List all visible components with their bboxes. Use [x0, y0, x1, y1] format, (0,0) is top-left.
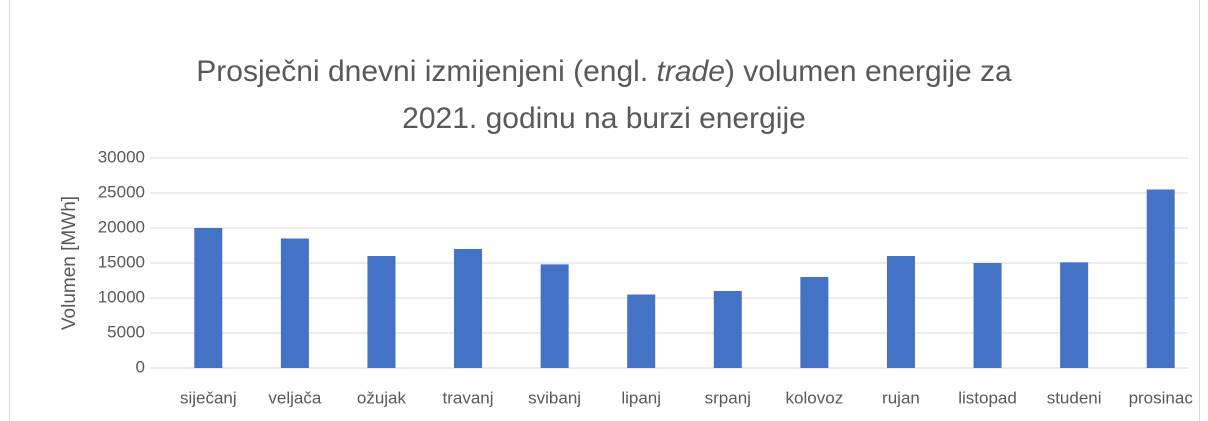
- chart-border: [9, 0, 1200, 421]
- y-tick-label: 15000: [98, 252, 145, 271]
- bar: [973, 263, 1002, 368]
- y-tick-label: 0: [136, 357, 145, 376]
- x-tick-label: srpanj: [705, 388, 751, 407]
- title-part: trade: [657, 55, 725, 88]
- x-tick-label: studeni: [1047, 388, 1102, 407]
- x-tick-label: siječanj: [180, 388, 237, 407]
- x-tick-label: veljača: [268, 388, 321, 407]
- chart-title: 2021. godinu na burzi energije: [402, 102, 806, 135]
- bar: [800, 277, 829, 368]
- x-tick-label: listopad: [958, 388, 1017, 407]
- x-tick-label: ožujak: [357, 388, 407, 407]
- bar: [280, 238, 309, 368]
- y-tick-label: 30000: [98, 147, 145, 166]
- title-part: ) volumen energije za: [725, 55, 1012, 88]
- bar: [627, 294, 656, 368]
- chart-title: Prosječni dnevni izmijenjeni (engl. trad…: [196, 55, 1012, 88]
- y-tick-label: 25000: [98, 182, 145, 201]
- bar: [886, 256, 915, 368]
- x-tick-label: prosinac: [1129, 388, 1194, 407]
- x-tick-label: rujan: [882, 388, 920, 407]
- bar: [367, 256, 396, 368]
- bar: [713, 291, 742, 368]
- y-tick-label: 5000: [107, 322, 145, 341]
- title-part: Prosječni dnevni izmijenjeni (engl.: [196, 55, 656, 88]
- bar: [454, 249, 483, 368]
- x-tick-label: lipanj: [621, 388, 661, 407]
- bar: [1146, 189, 1175, 368]
- y-tick-label: 20000: [98, 217, 145, 236]
- x-tick-label: travanj: [443, 388, 494, 407]
- x-tick-label: kolovoz: [786, 388, 844, 407]
- y-axis-label: Volumen [MWh]: [59, 196, 80, 330]
- bar: [540, 264, 569, 368]
- bar: [1060, 262, 1089, 368]
- bar: [194, 228, 223, 368]
- x-tick-label: svibanj: [528, 388, 581, 407]
- y-tick-label: 10000: [98, 287, 145, 306]
